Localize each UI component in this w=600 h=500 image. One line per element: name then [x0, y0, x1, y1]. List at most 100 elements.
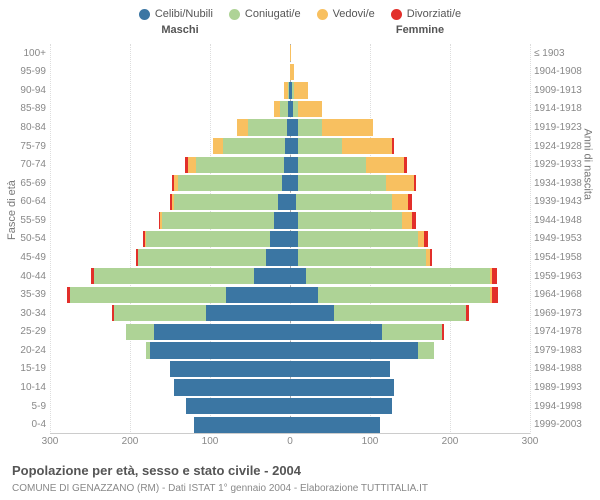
seg-married [178, 175, 282, 191]
seg-single [270, 231, 290, 247]
birth-year-label: 1989-1993 [534, 382, 592, 393]
seg-married [114, 305, 206, 321]
seg-single [278, 194, 290, 210]
age-label: 65-69 [8, 178, 46, 189]
seg-single [290, 157, 298, 173]
seg-divorced [424, 231, 427, 247]
seg-single [290, 249, 298, 265]
bar-female [290, 305, 469, 321]
y-axis-left-label: Fasce di età [6, 180, 18, 240]
seg-married [318, 287, 490, 303]
bar-female [290, 231, 428, 247]
age-label: 85-89 [8, 103, 46, 114]
seg-widowed [188, 157, 196, 173]
seg-single [290, 379, 394, 395]
pyramid-row: 50-541949-1953 [50, 230, 530, 249]
legend-swatch [139, 9, 150, 20]
birth-year-label: 1959-1963 [534, 271, 592, 282]
seg-divorced [404, 157, 406, 173]
seg-widowed [402, 212, 412, 228]
x-tick: 300 [522, 436, 539, 447]
seg-single [290, 231, 298, 247]
age-label: 40-44 [8, 271, 46, 282]
bar-female [290, 342, 434, 358]
pyramid-row: 90-941909-1913 [50, 81, 530, 100]
seg-single [186, 398, 290, 414]
age-label: 55-59 [8, 215, 46, 226]
age-label: 20-24 [8, 345, 46, 356]
bar-male [67, 287, 290, 303]
seg-divorced [442, 324, 444, 340]
bar-female [290, 361, 390, 377]
seg-single [194, 417, 290, 433]
pyramid-row: 60-641939-1943 [50, 193, 530, 212]
seg-divorced [408, 194, 412, 210]
age-label: 50-54 [8, 233, 46, 244]
legend-item: Coniugati/e [229, 8, 301, 20]
bar-male [136, 249, 290, 265]
bar-female [290, 119, 373, 135]
seg-single [290, 417, 380, 433]
seg-widowed [298, 101, 322, 117]
seg-divorced [392, 138, 394, 154]
bar-male [213, 138, 290, 154]
seg-divorced [430, 249, 432, 265]
seg-single [170, 361, 290, 377]
x-tick: 0 [287, 436, 293, 447]
pyramid-row: 5-91994-1998 [50, 397, 530, 416]
legend-swatch [317, 9, 328, 20]
pyramid-chart: 100+≤ 190395-991904-190890-941909-191385… [50, 44, 530, 434]
x-tick: 300 [42, 436, 59, 447]
birth-year-label: 1909-1913 [534, 85, 592, 96]
age-label: 80-84 [8, 122, 46, 133]
birth-year-label: 1929-1933 [534, 159, 592, 170]
bar-female [290, 157, 407, 173]
pyramid-row: 55-591944-1948 [50, 211, 530, 230]
seg-divorced [466, 305, 469, 321]
pyramid-row: 40-441959-1963 [50, 267, 530, 286]
seg-single [282, 175, 290, 191]
seg-married [223, 138, 285, 154]
seg-married [248, 119, 286, 135]
seg-widowed [213, 138, 223, 154]
birth-year-label: 1904-1908 [534, 66, 592, 77]
seg-single [226, 287, 290, 303]
seg-single [290, 361, 390, 377]
seg-widowed [392, 194, 408, 210]
bar-male [186, 398, 290, 414]
birth-year-label: 1999-2003 [534, 419, 592, 430]
bar-female [290, 417, 380, 433]
bar-male [174, 379, 290, 395]
age-label: 0-4 [8, 419, 46, 430]
seg-married [298, 212, 402, 228]
seg-married [174, 194, 278, 210]
pyramid-row: 15-191984-1988 [50, 360, 530, 379]
birth-year-label: 1919-1923 [534, 122, 592, 133]
seg-divorced [492, 287, 498, 303]
bar-female [290, 379, 394, 395]
birth-year-label: 1924-1928 [534, 141, 592, 152]
bar-female [290, 287, 498, 303]
seg-married [162, 212, 274, 228]
bar-male [126, 324, 290, 340]
birth-year-label: 1914-1918 [534, 103, 592, 114]
x-baseline [50, 433, 530, 434]
pyramid-row: 20-241979-1983 [50, 341, 530, 360]
x-tick: 100 [202, 436, 219, 447]
seg-married [298, 175, 386, 191]
seg-single [150, 342, 290, 358]
seg-single [290, 324, 382, 340]
seg-married [146, 231, 270, 247]
seg-married [70, 287, 226, 303]
age-label: 45-49 [8, 252, 46, 263]
birth-year-label: 1969-1973 [534, 308, 592, 319]
bar-female [290, 194, 412, 210]
seg-single [290, 212, 298, 228]
age-label: 70-74 [8, 159, 46, 170]
pyramid-row: 100+≤ 1903 [50, 44, 530, 63]
x-tick: 100 [362, 436, 379, 447]
bar-female [290, 45, 291, 61]
birth-year-label: 1949-1953 [534, 233, 592, 244]
seg-single [206, 305, 290, 321]
seg-married [138, 249, 266, 265]
